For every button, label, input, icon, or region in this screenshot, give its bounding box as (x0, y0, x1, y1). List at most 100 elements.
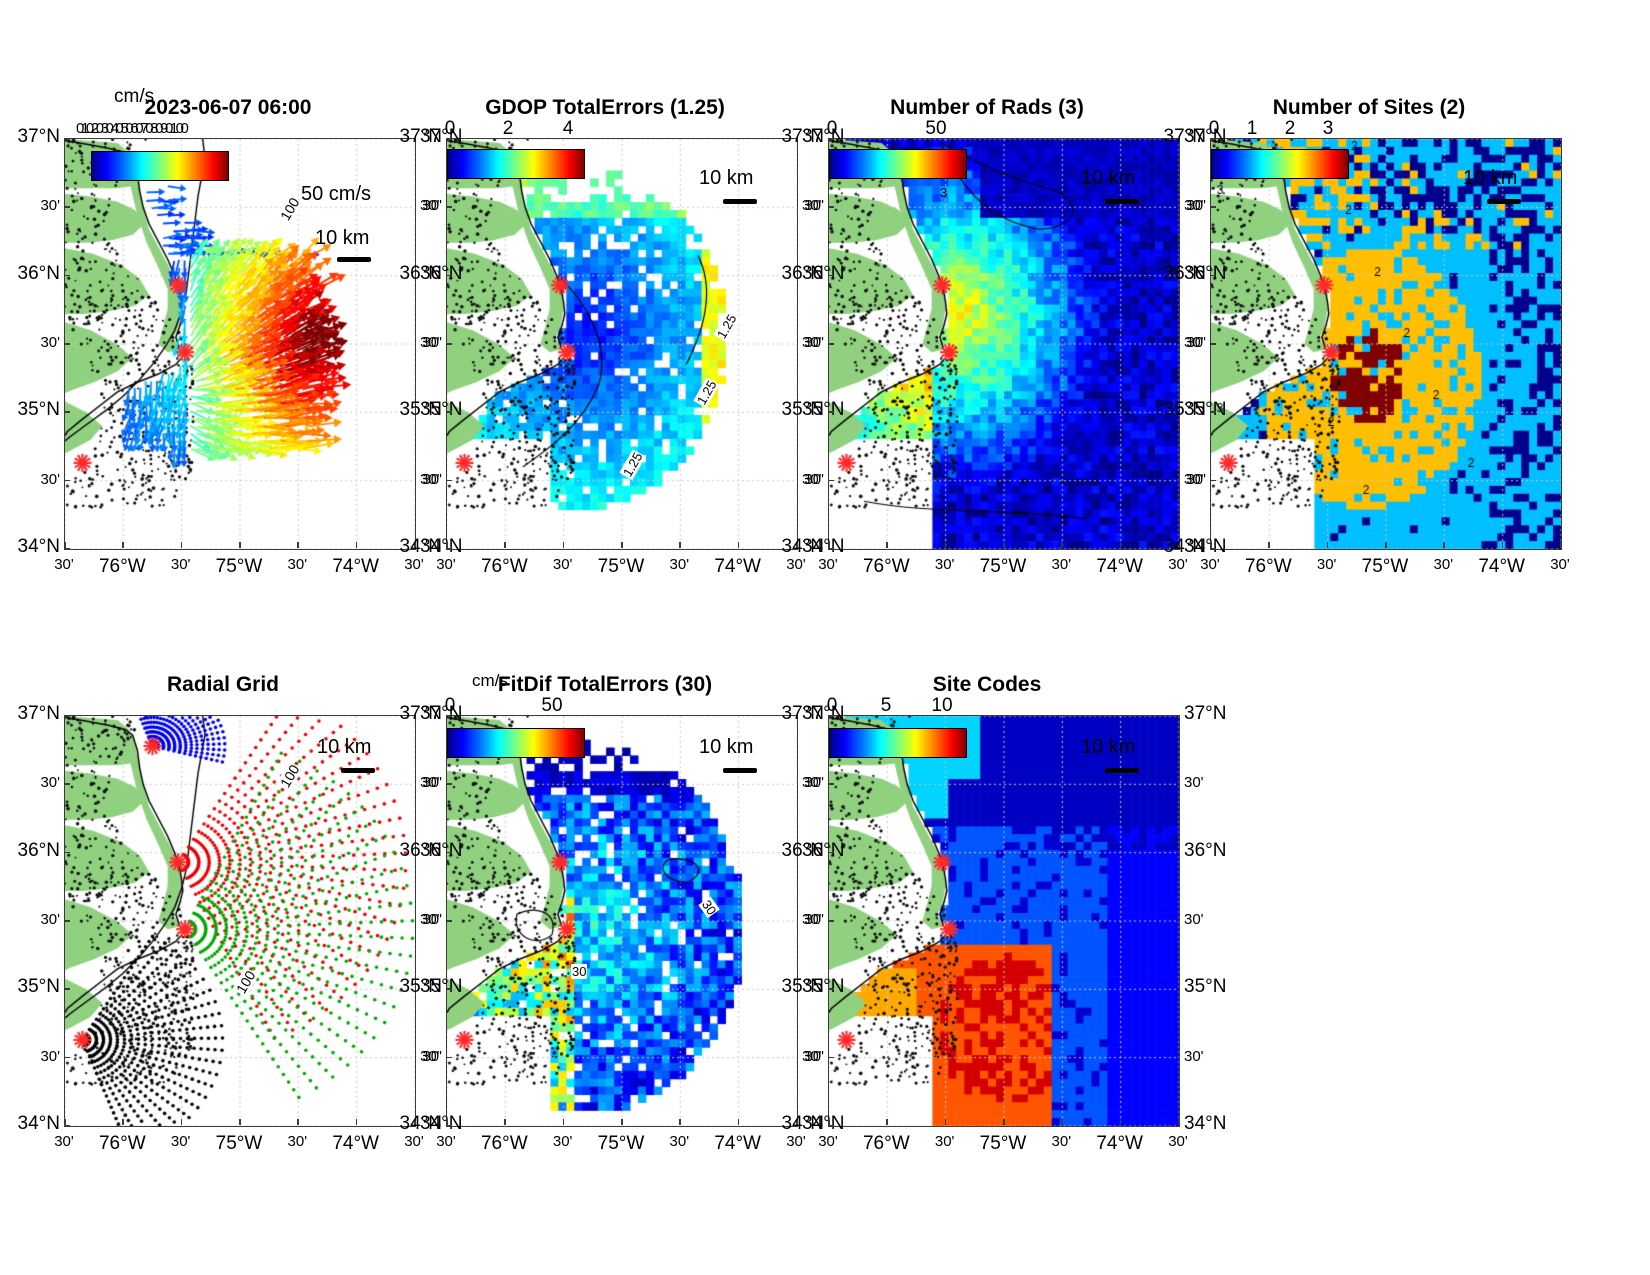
x-tick-mark (796, 1119, 798, 1125)
x-tick-mark (1210, 542, 1212, 548)
x-tick-mark (679, 1119, 681, 1125)
y-tick-label: 30' (40, 197, 60, 215)
y-tick-label: 36°N (17, 262, 60, 284)
scalebar-rads (1105, 199, 1139, 204)
scalebar-fitdif (723, 768, 757, 773)
scalebar-codes (1105, 768, 1139, 773)
y-tick-mark (64, 411, 70, 413)
y-tick-mark (64, 138, 70, 140)
y-tick-mark (828, 411, 834, 413)
y-tick-mark (64, 343, 70, 345)
y-tick-label: 36°N (399, 262, 442, 284)
x-tick-label: 30' (287, 556, 308, 573)
y-tick-mark (64, 920, 70, 922)
x-tick-mark (1268, 542, 1270, 548)
contour-label-rads: 3 (940, 185, 948, 200)
y-tick-label: 34°N (781, 536, 824, 557)
x-tick-label: 75°W (597, 1133, 645, 1154)
y-tick-mark (828, 783, 834, 785)
y-tick-mark (446, 479, 452, 482)
x-tick-mark (504, 542, 506, 548)
y-tick-mark (1210, 548, 1216, 550)
y-tick-label: 30' (1184, 774, 1204, 792)
y-tick-label: 37°N (17, 703, 60, 724)
y-tick-label: 36°N (781, 839, 824, 861)
y-tick-label: 37°N (781, 703, 824, 724)
y-tick-label: 34°N (1163, 536, 1206, 557)
y-tick-label: 34°N (420, 1113, 463, 1134)
x-tick-mark (562, 1119, 565, 1125)
x-tick-mark (621, 1119, 623, 1125)
y-tick-mark (1210, 479, 1216, 482)
map-axes-num-sites[interactable]: 10 km (1210, 138, 1562, 550)
map-axes-fitdif[interactable]: 10 km 30 30 (446, 715, 798, 1127)
y-tick-label: 30' (1186, 470, 1206, 488)
y-tick-mark (828, 479, 834, 482)
y-tick-label: 30' (1184, 1047, 1204, 1065)
y-tick-label: 30' (802, 1047, 822, 1065)
x-tick-mark (828, 1119, 830, 1125)
x-tick-label: 74°W (332, 556, 379, 577)
x-tick-mark (886, 1119, 888, 1125)
y-tick-label: 30' (1184, 911, 1204, 928)
scalebar-label-codes: 10 km (1081, 736, 1136, 758)
map-axes-totals[interactable]: 50 cm/s 10 km 100 (64, 138, 416, 550)
x-tick-mark (1061, 1119, 1063, 1125)
y-tick-label: 37°N (781, 126, 824, 147)
y-tick-label: 30' (1186, 197, 1206, 215)
panel-num-rads-title: Number of Rads (3) (890, 96, 1084, 119)
scalebar-label-totals: 10 km (315, 227, 370, 249)
x-tick-label: 30' (1550, 556, 1570, 573)
x-tick-mark (1501, 542, 1504, 548)
colorbar-unit-fitdif: cm/s (472, 671, 508, 690)
y-tick-mark (828, 206, 834, 208)
y-tick-label: 30' (40, 334, 60, 351)
y-tick-label: 35°N (781, 399, 824, 421)
y-tick-label: 30' (422, 1047, 442, 1065)
map-axes-site-codes[interactable]: 10 km (828, 715, 1180, 1127)
x-tick-mark (1061, 542, 1063, 548)
y-tick-label: 36°N (17, 839, 60, 861)
y-tick-mark (446, 851, 452, 854)
y-tick-mark (446, 411, 452, 413)
x-tick-mark (239, 542, 241, 548)
x-tick-label: 30' (934, 1133, 955, 1150)
y-tick-mark (446, 1125, 452, 1127)
x-tick-label: 74°W (1096, 556, 1143, 577)
contour-label-fitdif-b: 30 (571, 964, 588, 979)
map-axes-num-rads[interactable]: 10 km 3 (828, 138, 1180, 550)
y-tick-label: 30' (804, 470, 824, 488)
y-tick-mark (446, 138, 452, 140)
y-tick-label: 35°N (802, 399, 845, 421)
map-axes-gdop[interactable]: 10 km 1.25 1.25 1.25 (446, 138, 798, 550)
y-tick-mark (828, 920, 834, 922)
colorbar-site-codes (829, 728, 967, 758)
y-tick-mark (1210, 138, 1216, 140)
x-tick-mark (180, 542, 183, 548)
scalebar-gdop (723, 199, 757, 204)
y-tick-mark (64, 851, 70, 854)
x-tick-mark (562, 542, 565, 548)
y-tick-label: 36°N (420, 262, 463, 284)
y-tick-label: 30' (422, 911, 442, 928)
y-tick-label: 30' (420, 470, 440, 488)
y-tick-label: 34°N (399, 1113, 442, 1134)
panel-num-rads: Number of Rads (3) 0 50 10 km 3 (782, 88, 1186, 568)
panel-totals-title: 2023-06-07 06:00 (144, 96, 312, 119)
colorbar-fitdif (447, 728, 585, 758)
x-tick-label: 30' (1433, 556, 1454, 573)
map-axes-radial-grid[interactable]: 10 km 100 100 (64, 715, 416, 1127)
y-tick-label: 30' (804, 334, 824, 351)
x-tick-mark (1443, 542, 1445, 548)
x-tick-label: 76°W (862, 556, 910, 577)
x-tick-label: 30' (818, 1133, 838, 1150)
scalebar-label-radial: 10 km (317, 736, 372, 758)
y-tick-label: 30' (420, 1047, 440, 1065)
y-tick-label: 30' (420, 334, 440, 351)
x-tick-label: 30' (1168, 556, 1188, 573)
x-tick-mark (446, 1119, 448, 1125)
y-tick-label: 35°N (802, 976, 845, 998)
y-tick-label: 36°N (399, 839, 442, 861)
y-tick-label: 35°N (420, 399, 463, 421)
